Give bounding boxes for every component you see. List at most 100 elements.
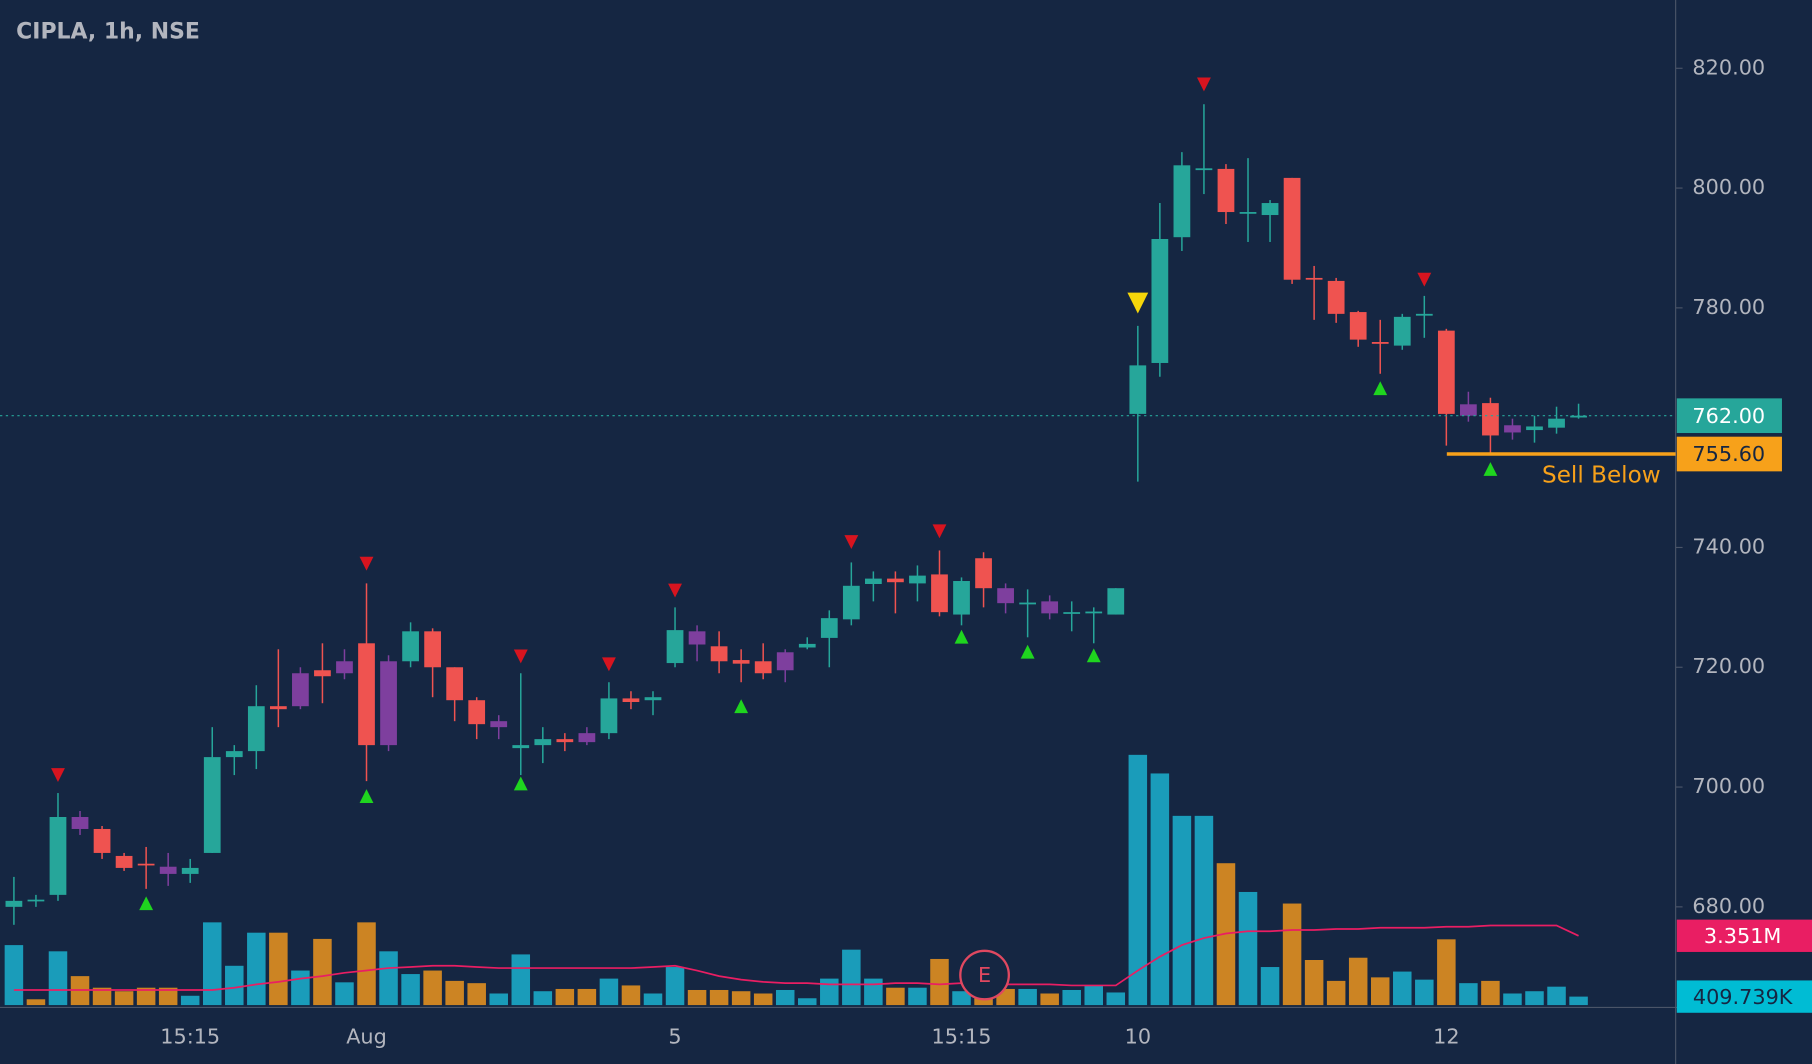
candle-body [1526, 426, 1543, 431]
volume-bar [820, 978, 839, 1006]
candle-body [269, 706, 287, 710]
candle-body [666, 630, 684, 664]
candle-body [1504, 425, 1521, 433]
y-tick-label: 820.00 [1692, 55, 1765, 79]
candle-body [887, 578, 904, 583]
volume-bar [1084, 985, 1104, 1006]
plot: 680.00 700.00 720.00 740.00 780.00 800.00 820.… [0, 55, 1812, 1048]
candle-body [49, 817, 67, 895]
volume-bar [533, 991, 553, 1006]
candle-body [1041, 601, 1059, 614]
candle-body [975, 558, 992, 589]
earnings-label[interactable]: E [978, 963, 991, 987]
candle-body [997, 588, 1014, 604]
candle-body [5, 900, 23, 907]
volume-tag-label: 409.739K [1693, 985, 1794, 1009]
candle-body [578, 733, 596, 743]
volume-bar [114, 991, 134, 1006]
candle-body [1393, 316, 1411, 346]
volume-bar [136, 987, 156, 1006]
candle-body [115, 855, 133, 868]
volume-bar [26, 999, 46, 1006]
candle-body [1107, 588, 1125, 615]
volume-bar [445, 980, 464, 1006]
candle-body [512, 745, 530, 749]
candle-body [1327, 280, 1345, 314]
candle-body [842, 585, 860, 620]
candle-body [953, 581, 970, 615]
sell-signal [932, 524, 947, 539]
candle-body [71, 817, 89, 829]
candle-body [247, 706, 265, 752]
last-price-tag [1676, 398, 1782, 434]
candle-body [864, 578, 882, 585]
sell-signal [601, 657, 616, 672]
x-tick-label: 5 [668, 1024, 681, 1048]
volume-bar [202, 922, 222, 1006]
volume-bar [842, 949, 861, 1006]
sell-signal [844, 535, 859, 550]
candle-body [1305, 277, 1323, 280]
earnings-badge[interactable] [959, 949, 1011, 1001]
volume-bar [269, 932, 288, 1006]
candle-body [402, 631, 419, 662]
volume-bar [864, 978, 883, 1006]
buy-signal [1373, 381, 1388, 396]
candle-body [181, 867, 199, 874]
candle-body [776, 652, 794, 671]
volume-bar [357, 922, 376, 1006]
candle-body [380, 661, 397, 746]
chart-title: CIPLA, 1h, NSE [16, 19, 200, 44]
candle-body [424, 631, 441, 668]
volume-bar [577, 988, 597, 1006]
volume-bar [753, 993, 773, 1006]
candle-body [820, 618, 838, 638]
volume-bar [1393, 971, 1412, 1006]
candle-body [490, 721, 508, 728]
candle-body [534, 739, 552, 746]
candle-body [1173, 165, 1191, 238]
volume-bar [48, 951, 68, 1006]
volume-bar [1128, 754, 1148, 1006]
candle-body [225, 751, 243, 758]
x-tick-label: 15:15 [932, 1024, 992, 1048]
volume-bar [798, 998, 817, 1006]
volume-bar [1370, 977, 1390, 1006]
volume-bar [158, 987, 178, 1006]
candle-body [1063, 612, 1081, 614]
candle-body [27, 899, 45, 902]
volume-tag-label: 3.351M [1704, 924, 1781, 948]
volume-bar [621, 985, 641, 1006]
last-price-label: 762.00 [1692, 404, 1765, 428]
volume-bar [379, 951, 398, 1006]
buy-signal [1020, 644, 1035, 659]
candle-body [1019, 602, 1037, 605]
volume-bar [709, 989, 729, 1006]
volume-bar [555, 988, 575, 1006]
sell-signal [51, 768, 65, 783]
buy-signal [513, 776, 528, 791]
volume-bar [1150, 773, 1170, 1006]
candle-body [1195, 168, 1213, 171]
candle-body [644, 697, 662, 701]
y-tick-label: 800.00 [1692, 175, 1765, 199]
candle-body [1570, 415, 1587, 418]
volume-bar [775, 989, 795, 1006]
volume-bar [1481, 980, 1500, 1006]
candle-body [358, 643, 375, 746]
volume-bar [1260, 967, 1280, 1006]
volume-bar [599, 978, 619, 1006]
volume-bar [1415, 979, 1434, 1006]
candle-body [1415, 313, 1433, 316]
volume-bar [291, 970, 310, 1006]
candle-body [93, 828, 111, 853]
volume-bar [930, 958, 949, 1006]
alert-signal [1127, 292, 1149, 314]
y-tick-label: 700.00 [1692, 774, 1765, 798]
volume-bar [467, 983, 486, 1006]
volume-bar [665, 967, 685, 1006]
volume-bar [489, 993, 508, 1006]
volume-bar [225, 965, 244, 1006]
volume-bar [1525, 991, 1544, 1006]
